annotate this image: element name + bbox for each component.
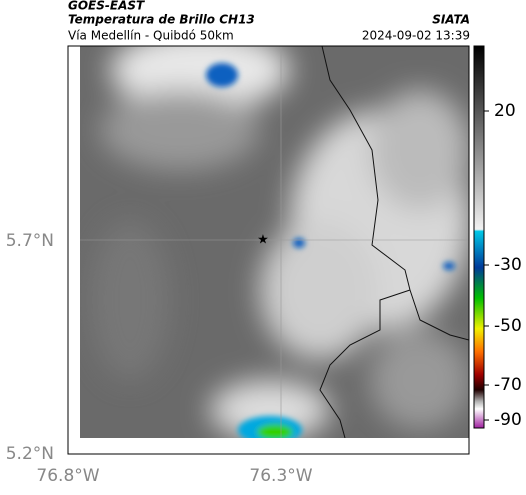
lat-label: 5.2°N: [6, 444, 54, 464]
timestamp: 2024-09-02 13:39: [362, 29, 470, 43]
region: Vía Medellín - Quibdó 50km: [68, 29, 234, 43]
svg-text:★: ★: [257, 233, 269, 248]
map-frame: [67, 45, 470, 455]
lat-label: 5.7°N: [6, 231, 54, 251]
satellite-image: ★: [80, 46, 469, 438]
lon-label: 76.3°W: [249, 466, 312, 486]
colorbar-tick-label: -90: [494, 410, 522, 430]
colorbar: [473, 45, 485, 429]
source: SIATA: [432, 13, 470, 27]
product: Temperatura de Brillo CH13: [68, 13, 255, 27]
colorbar-tick-label: 20: [494, 101, 516, 121]
agency: GOES-EAST: [68, 0, 145, 13]
colorbar-ticks: [484, 110, 489, 421]
colorbar-tick-label: -30: [494, 255, 522, 275]
colorbar-tick-label: -50: [494, 316, 522, 336]
lon-label: 76.8°W: [36, 466, 99, 486]
colorbar-tick-label: -70: [494, 375, 522, 395]
